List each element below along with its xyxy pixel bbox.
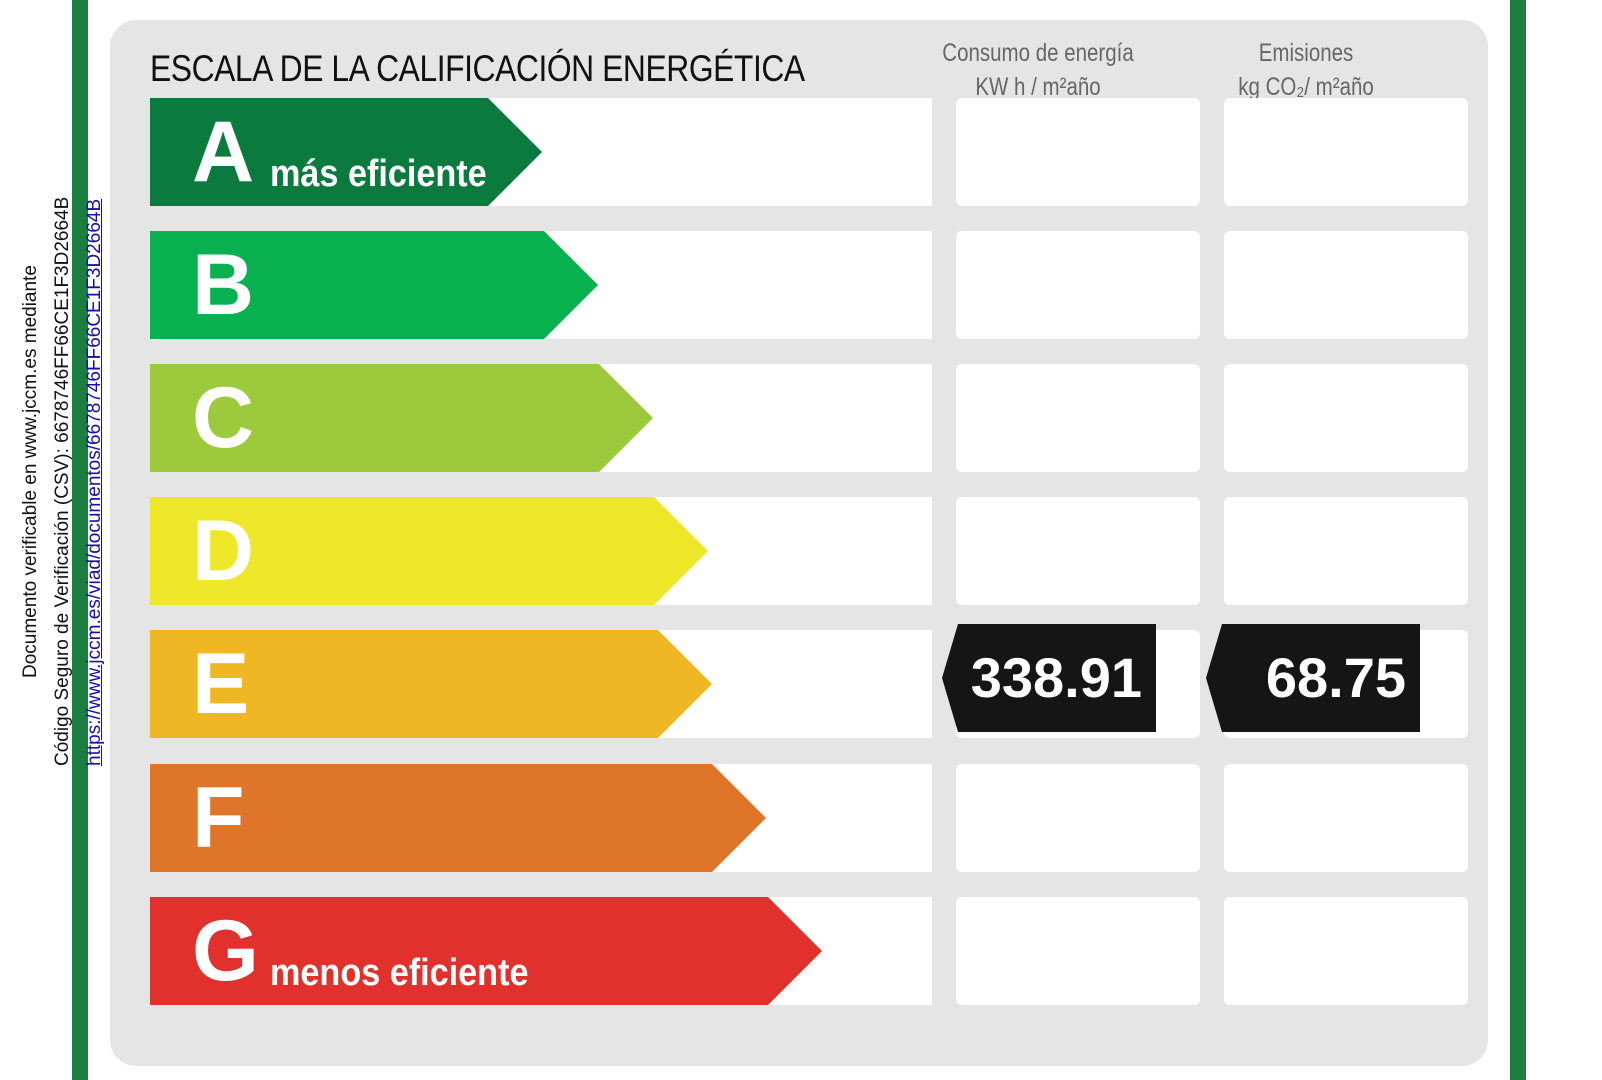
- emissions-column-header: Emisiones kg CO₂/ m²año: [1206, 36, 1406, 104]
- rating-letter: E: [192, 636, 250, 732]
- rating-row-e: E 338.91 68.75: [150, 624, 1496, 738]
- scale-title: ESCALA DE LA CALIFICACIÓN ENERGÉTICA: [150, 48, 805, 89]
- rating-letter: B: [192, 237, 255, 333]
- energy-cell: [956, 231, 1200, 339]
- verification-note: Documento verificable en www.jccm.es med…: [20, 265, 41, 678]
- rating-arrow-f: F: [150, 764, 766, 872]
- rating-arrow-b: B: [150, 231, 598, 339]
- emissions-cell: [1224, 764, 1468, 872]
- rating-letter: F: [192, 770, 245, 866]
- rating-arrow-g: G menos eficiente: [150, 897, 822, 1005]
- rating-row-a: A más eficiente: [150, 98, 1496, 206]
- emissions-cell: [1224, 98, 1468, 206]
- right-border-stripe: [1510, 0, 1526, 1080]
- rating-letter: C: [192, 370, 255, 466]
- rating-label: menos eficiente: [270, 952, 529, 994]
- rating-letter: D: [192, 503, 255, 599]
- emissions-cell: [1224, 497, 1468, 605]
- rating-letter: A: [192, 104, 255, 200]
- energy-cell: [956, 364, 1200, 472]
- energy-cell: [956, 98, 1200, 206]
- emissions-value: 68.75: [1206, 624, 1420, 732]
- rating-row-b: B: [150, 231, 1496, 339]
- energy-column-title: Consumo de energía: [942, 39, 1134, 67]
- energy-column-unit: KW h / m²año: [975, 73, 1101, 101]
- rating-letter: G: [192, 903, 259, 999]
- left-border-stripe: [72, 0, 88, 1080]
- csv-code: Código Seguro de Verificación (CSV): 667…: [52, 196, 73, 766]
- rating-row-f: F: [150, 764, 1496, 872]
- energy-cell: [956, 897, 1200, 1005]
- energy-cell: [956, 764, 1200, 872]
- energy-cell: [956, 497, 1200, 605]
- rating-row-c: C: [150, 364, 1496, 472]
- rating-arrow-a: A más eficiente: [150, 98, 542, 206]
- energy-consumption-value: 338.91: [942, 624, 1156, 732]
- rating-row-d: D: [150, 497, 1496, 605]
- energy-rating-panel: ESCALA DE LA CALIFICACIÓN ENERGÉTICA Con…: [110, 20, 1488, 1066]
- rating-row-g: G menos eficiente: [150, 897, 1496, 1005]
- emissions-cell: [1224, 364, 1468, 472]
- rating-arrow-d: D: [150, 497, 708, 605]
- rating-arrow-e: E: [150, 630, 712, 738]
- emissions-column-title: Emisiones: [1258, 39, 1354, 67]
- emissions-cell: [1224, 897, 1468, 1005]
- energy-column-header: Consumo de energía KW h / m²año: [938, 36, 1138, 104]
- rating-label: más eficiente: [270, 153, 487, 195]
- rating-arrow-c: C: [150, 364, 653, 472]
- verification-link[interactable]: https://www.jccm.es/viad/documentos/6678…: [84, 198, 105, 766]
- emissions-column-unit: kg CO₂/ m²año: [1238, 73, 1374, 101]
- emissions-cell: [1224, 231, 1468, 339]
